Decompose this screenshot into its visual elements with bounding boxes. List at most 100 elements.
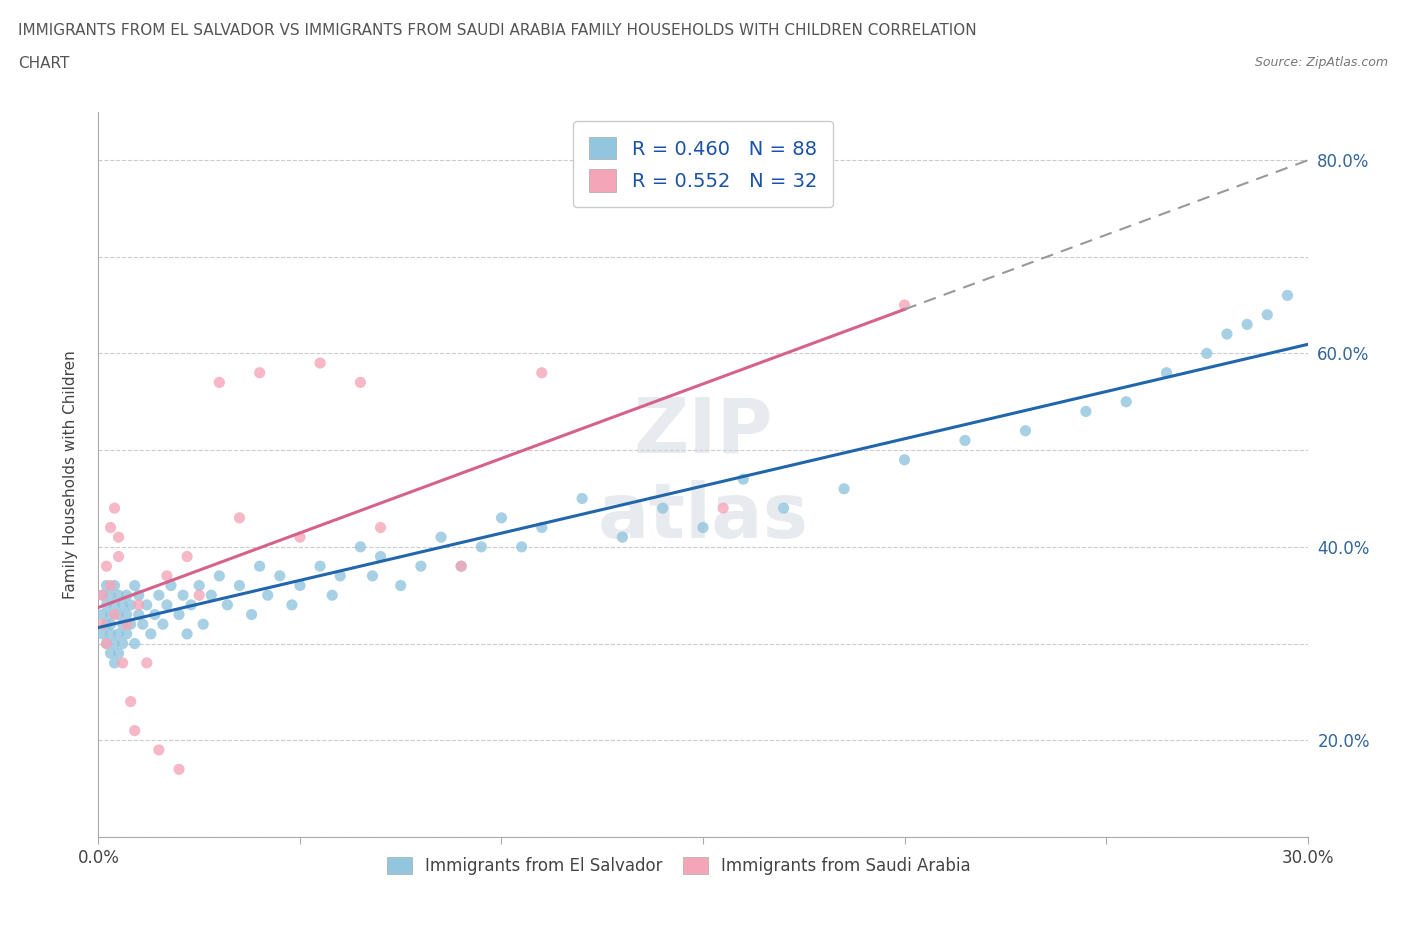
Point [124,636,146,651]
Point [103,607,125,622]
Point [124,578,146,593]
Point [100,607,122,622]
Point [115,627,138,642]
Point [143,607,166,622]
Point [124,724,146,738]
Point [156,597,179,612]
Point [1074,404,1097,418]
Point [1236,317,1258,332]
Point [188,578,211,593]
Point [111,636,134,651]
Text: IMMIGRANTS FROM EL SALVADOR VS IMMIGRANTS FROM SAUDI ARABIA FAMILY HOUSEHOLDS WI: IMMIGRANTS FROM EL SALVADOR VS IMMIGRANT… [18,23,977,38]
Text: ZIP
atlas: ZIP atlas [598,394,808,554]
Point [217,597,239,612]
Point [128,597,150,612]
Text: Source: ZipAtlas.com: Source: ZipAtlas.com [1254,56,1388,69]
Point [107,645,129,660]
Point [208,568,231,583]
Point [135,597,157,612]
Point [172,588,194,603]
Point [128,607,150,622]
Point [91,627,114,642]
Point [309,559,332,574]
Point [530,520,553,535]
Point [510,539,533,554]
Point [152,617,174,631]
Text: CHART: CHART [18,56,70,71]
Point [651,500,673,515]
Point [156,568,179,583]
Point [139,627,162,642]
Point [96,636,118,651]
Point [1216,326,1239,341]
Point [148,588,170,603]
Point [107,549,129,564]
Point [100,520,122,535]
Point [612,530,634,545]
Point [107,588,129,603]
Point [96,636,118,651]
Point [288,578,311,593]
Point [100,645,122,660]
Point [107,530,129,545]
Point [832,482,855,497]
Point [450,559,472,574]
Point [103,500,125,515]
Point [321,588,343,603]
Point [111,617,134,631]
Point [1195,346,1218,361]
Point [491,511,513,525]
Point [269,568,291,583]
Point [120,694,142,709]
Y-axis label: Family Households with Children: Family Households with Children [63,350,77,599]
Point [711,500,734,515]
Point [132,617,155,631]
Point [228,511,250,525]
Point [361,568,384,583]
Point [893,452,915,467]
Point [228,578,250,593]
Point [430,530,453,545]
Point [1115,394,1137,409]
Point [370,549,392,564]
Point [107,607,129,622]
Point [111,656,134,671]
Point [167,607,190,622]
Point [180,597,202,612]
Point [281,597,304,612]
Point [176,549,198,564]
Point [309,355,332,370]
Point [100,578,122,593]
Point [96,578,118,593]
Point [103,597,125,612]
Point [167,762,190,777]
Point [1014,423,1036,438]
Point [107,627,129,642]
Point [1156,365,1178,380]
Point [733,472,755,486]
Point [128,588,150,603]
Point [96,597,118,612]
Point [249,365,271,380]
Point [188,588,211,603]
Point [571,491,593,506]
Point [91,607,114,622]
Point [389,578,412,593]
Point [176,627,198,642]
Point [115,607,138,622]
Point [288,530,311,545]
Point [103,578,125,593]
Point [103,656,125,671]
Point [208,375,231,390]
Point [120,617,142,631]
Point [135,656,157,671]
Point [91,617,114,631]
Point [148,742,170,757]
Point [240,607,263,622]
Point [1277,288,1299,303]
Point [450,559,472,574]
Point [329,568,352,583]
Point [349,375,371,390]
Point [530,365,553,380]
Point [100,617,122,631]
